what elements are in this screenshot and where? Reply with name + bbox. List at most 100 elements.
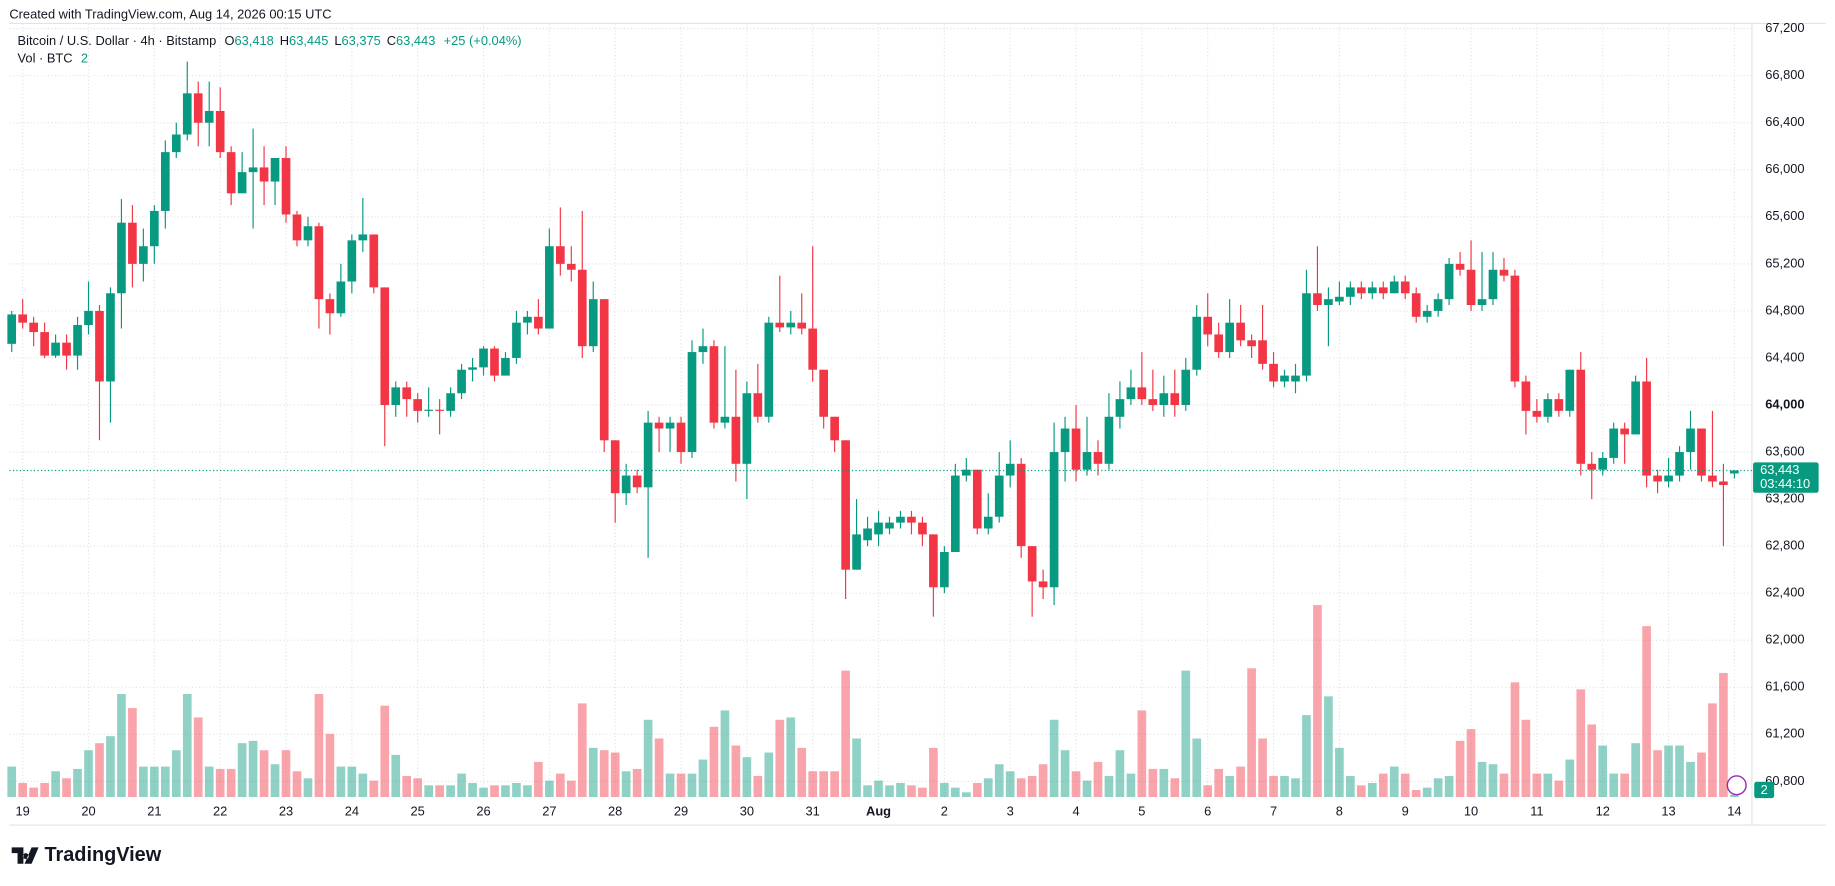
- y-tick-label: 63,200: [1765, 491, 1804, 506]
- candle-body: [1027, 546, 1037, 582]
- volume-bar: [1411, 789, 1421, 798]
- volume-bar: [1236, 766, 1245, 798]
- candle-body: [566, 263, 576, 270]
- candle-body: [1433, 299, 1443, 311]
- candle-body: [885, 522, 894, 529]
- volume-bar: [907, 785, 916, 798]
- volume-bar: [588, 747, 598, 798]
- candle-body: [336, 281, 346, 314]
- volume-bar: [1466, 729, 1476, 798]
- l-label: L: [334, 34, 341, 49]
- candle-body: [281, 158, 291, 215]
- candle-body: [248, 167, 258, 173]
- candle-body: [457, 369, 466, 394]
- volume-bar: [1346, 775, 1355, 798]
- candle-body: [775, 322, 785, 328]
- candle-body: [325, 299, 335, 314]
- volume-bar: [951, 787, 960, 798]
- last-price-box: [1753, 462, 1819, 493]
- candle-body: [1565, 369, 1575, 411]
- candle-body: [918, 522, 927, 535]
- volume-bar: [643, 719, 653, 798]
- candle-body: [106, 293, 115, 382]
- candle-body: [303, 226, 313, 241]
- volume-bar: [1137, 710, 1147, 798]
- y-tick-label: 65,200: [1765, 255, 1804, 270]
- volume-bar: [808, 771, 818, 798]
- candle-body: [1631, 381, 1640, 435]
- volume-bar: [1060, 750, 1070, 798]
- volume-bar: [621, 771, 631, 798]
- candle-body: [369, 234, 379, 288]
- candle-body: [1302, 293, 1311, 376]
- volume-header: Vol · BTC 2: [18, 51, 88, 66]
- volume-bar: [1225, 775, 1234, 798]
- volume-bar: [545, 780, 554, 798]
- candle-body: [95, 310, 104, 382]
- volume-bar: [1444, 775, 1454, 798]
- volume-bar: [1356, 785, 1366, 798]
- volume-bar: [1291, 778, 1300, 798]
- volume-bar: [1378, 773, 1388, 798]
- volume-bar: [1455, 740, 1465, 798]
- volume-bar: [380, 705, 390, 798]
- candle-body: [51, 342, 60, 356]
- candle-body: [1367, 287, 1377, 294]
- volume-bar: [1400, 773, 1410, 798]
- volume-bar: [1477, 761, 1487, 798]
- candle-body: [1324, 299, 1333, 306]
- candle-body: [819, 369, 829, 417]
- volume-bar: [1587, 724, 1597, 798]
- candle-body: [1664, 475, 1673, 482]
- candle-body: [1225, 322, 1234, 353]
- volume-bar: [84, 750, 93, 798]
- volume-bar: [1170, 778, 1180, 798]
- countdown-label: 03:44:10: [1760, 476, 1810, 491]
- candle-body: [204, 110, 214, 123]
- candle-body: [1192, 316, 1202, 370]
- volume-bar: [1159, 768, 1169, 798]
- volume-bar: [336, 766, 346, 798]
- volume-bar: [62, 778, 71, 798]
- candle-body: [1477, 299, 1487, 306]
- y-tick-label: 65,600: [1765, 208, 1804, 223]
- candle-body: [994, 475, 1004, 517]
- x-tick-label: 10: [1464, 804, 1478, 819]
- candle-body: [1356, 287, 1366, 294]
- candle-body: [1346, 287, 1355, 297]
- x-tick-label: 14: [1727, 804, 1741, 819]
- volume-bar: [1499, 773, 1509, 798]
- y-tick-label: 62,000: [1765, 632, 1804, 647]
- candle-body: [29, 322, 38, 333]
- symbol: Bitcoin / U.S. Dollar · 4h · Bitstamp: [18, 34, 217, 49]
- volume-bar: [1280, 775, 1289, 798]
- volume-bar: [402, 775, 412, 798]
- volume-bar: [248, 740, 258, 798]
- volume-bar: [435, 785, 444, 798]
- volume-bar: [358, 773, 368, 798]
- volume-bar: [556, 773, 565, 798]
- volume-bar: [720, 710, 730, 798]
- volume-bar: [819, 771, 829, 798]
- x-tick-label: 3: [1007, 804, 1014, 819]
- volume-bar: [709, 726, 719, 798]
- candle-body: [929, 534, 938, 588]
- x-tick-label: 26: [476, 804, 490, 819]
- candle-body: [1719, 481, 1728, 485]
- x-tick-label: 20: [81, 804, 95, 819]
- volume-bar: [1620, 773, 1629, 798]
- volume-bar: [1313, 605, 1322, 798]
- volume-bar: [446, 785, 455, 798]
- alert-icon: [1726, 775, 1747, 796]
- candle-body: [1686, 428, 1695, 453]
- candle-body: [1609, 428, 1619, 458]
- volume-bar: [632, 768, 642, 798]
- volume-bar: [1027, 775, 1037, 798]
- candle-body: [852, 534, 861, 570]
- volume-bar: [610, 752, 620, 798]
- volume-bar: [841, 670, 850, 798]
- x-tick-label: Aug: [866, 804, 891, 819]
- o-label: O: [224, 34, 234, 49]
- volume-bar: [1082, 780, 1092, 798]
- x-tick-label: 27: [542, 804, 556, 819]
